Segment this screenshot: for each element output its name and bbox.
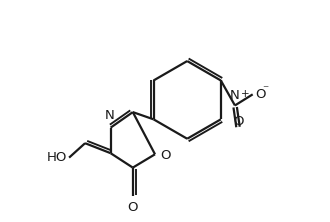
Text: O: O <box>255 88 265 101</box>
Text: +: + <box>241 89 249 99</box>
Text: ⁻: ⁻ <box>262 83 268 96</box>
Text: O: O <box>128 201 138 214</box>
Text: O: O <box>161 149 171 162</box>
Text: N: N <box>230 89 240 102</box>
Text: HO: HO <box>47 151 67 164</box>
Text: O: O <box>233 115 244 128</box>
Text: N: N <box>105 109 115 122</box>
